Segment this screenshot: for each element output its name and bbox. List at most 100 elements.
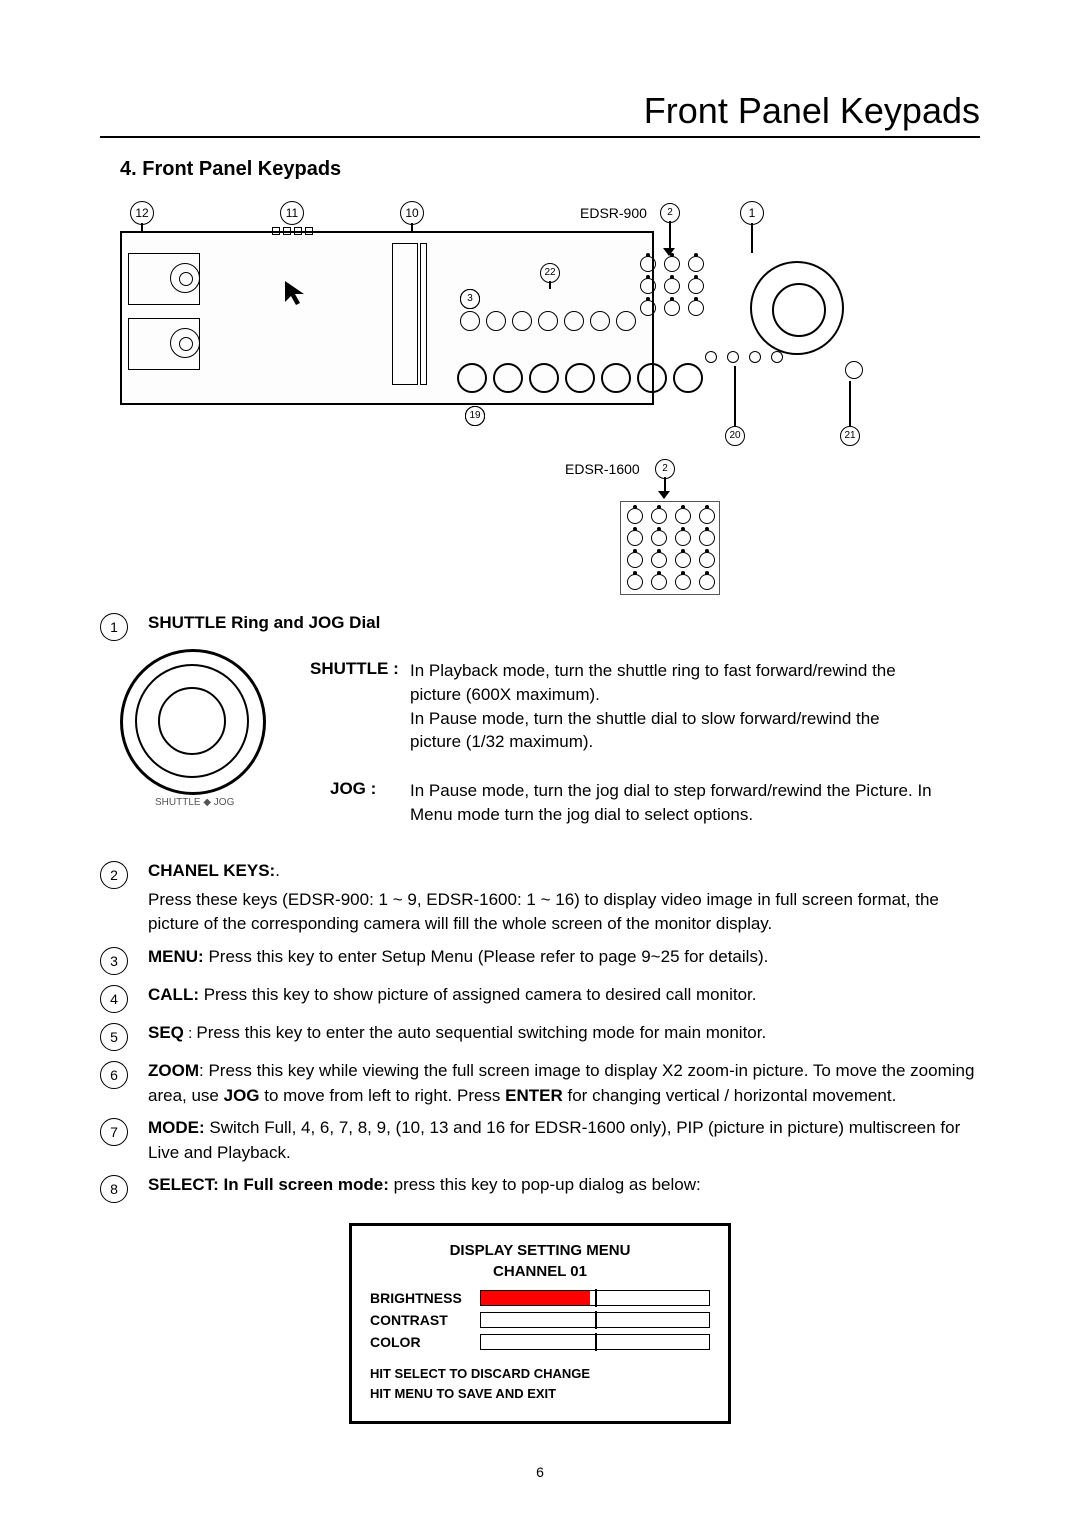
model-label-900: EDSR-900 (580, 205, 647, 221)
num-badge-1: 1 (100, 613, 128, 641)
page: Front Panel Keypads 4. Front Panel Keypa… (0, 0, 1080, 1520)
slider-row-color: COLOR (370, 1334, 710, 1350)
slider-label: COLOR (370, 1334, 480, 1350)
dialog-foot-1: HIT SELECT TO DISCARD CHANGE (370, 1364, 710, 1384)
section-heading: 4. Front Panel Keypads (120, 158, 980, 181)
callout-11: 11 (280, 201, 304, 225)
fn-btn (637, 363, 667, 393)
item-7-row: 7 MODE: Switch Full, 4, 6, 7, 8, 9, (10,… (100, 1116, 980, 1165)
led-grid-900 (640, 256, 702, 316)
jog-label: JOG : (330, 779, 376, 799)
item-2-tail: . (275, 861, 280, 880)
callout-12: 12 (130, 201, 154, 225)
item-2-head: CHANEL KEYS: (148, 861, 275, 880)
item-3-row: 3 MENU: Press this key to enter Setup Me… (100, 945, 980, 975)
item-8-body: press this key to pop-up dialog as below… (389, 1175, 701, 1194)
callout-line (751, 223, 753, 253)
hdd-knob-1 (170, 263, 200, 293)
top-connector-icon (272, 227, 313, 235)
shuttle-label: SHUTTLE : (310, 659, 399, 679)
callout-10: 10 (400, 201, 424, 225)
item-6-head: ZOOM (148, 1061, 199, 1080)
callout-line (849, 381, 851, 426)
callout-line (549, 281, 551, 289)
item-4-head: CALL: (148, 985, 199, 1004)
callout-21: 21 (840, 426, 860, 446)
mode-led-row (705, 351, 783, 363)
item-6-enter: ENTER (505, 1086, 563, 1105)
callout-2a: 2 (660, 203, 680, 223)
front-panel-diagram: 12 11 10 EDSR-900 2 1 22 9 8 7 6 (100, 201, 980, 601)
callout-20: 20 (725, 426, 745, 446)
item-4-row: 4 CALL: Press this key to show picture o… (100, 983, 980, 1013)
display-setting-dialog: DISPLAY SETTING MENU CHANNEL 01 BRIGHTNE… (349, 1223, 731, 1424)
item-6-jog: JOG (224, 1086, 260, 1105)
slider-track (480, 1290, 710, 1306)
num-badge-4: 4 (100, 985, 128, 1013)
item-4-body: Press this key to show picture of assign… (199, 985, 756, 1004)
item-5-colon: : (184, 1025, 197, 1042)
item-5-row: 5 SEQ : Press this key to enter the auto… (100, 1021, 980, 1051)
hdd-knob-2 (170, 328, 200, 358)
item-2-row: 2 CHANEL KEYS:. Press these keys (EDSR-9… (100, 859, 980, 937)
num-badge-2: 2 (100, 861, 128, 889)
dialog-title: DISPLAY SETTING MENU (370, 1242, 710, 1259)
cursor-icon (282, 278, 312, 308)
callout-22: 22 (540, 263, 560, 283)
led-grid-1600 (620, 501, 720, 595)
shuttle-caption: SHUTTLE ◆ JOG (155, 797, 234, 808)
item-6-body2: to move from left to right. Press (260, 1086, 506, 1105)
item-6-body3: for changing vertical / horizontal movem… (563, 1086, 897, 1105)
header-rule (100, 136, 980, 138)
callout-3: 3 (460, 289, 480, 309)
callout-line (411, 223, 413, 233)
item-8-head: SELECT: In Full screen mode: (148, 1175, 389, 1194)
model-label-1600: EDSR-1600 (565, 461, 640, 477)
item-6-row: 6 ZOOM: Press this key while viewing the… (100, 1059, 980, 1108)
item-2-body: Press these keys (EDSR-900: 1 ~ 9, EDSR-… (148, 888, 980, 937)
slider-track (480, 1312, 710, 1328)
drive-slot-edge (420, 243, 427, 385)
jog-dial-icon (750, 261, 844, 355)
item-5-body: Press this key to enter the auto sequent… (196, 1023, 766, 1042)
item-7-body: Switch Full, 4, 6, 7, 8, 9, (10, 13 and … (148, 1118, 960, 1162)
num-badge-8: 8 (100, 1175, 128, 1203)
callout-line (141, 223, 143, 233)
callout-19: 19 (465, 406, 485, 426)
item-7-head: MODE: (148, 1118, 205, 1137)
channel-button-row (460, 311, 636, 331)
slider-mark (595, 1333, 597, 1351)
function-button-row (457, 363, 703, 393)
dialog-subtitle: CHANNEL 01 (370, 1263, 710, 1280)
item-1-head: SHUTTLE Ring and JOG Dial (148, 613, 380, 632)
page-title: Front Panel Keypads (100, 90, 980, 132)
slider-label: BRIGHTNESS (370, 1290, 480, 1306)
slider-track (480, 1334, 710, 1350)
item-5-head: SEQ (148, 1023, 184, 1042)
shuttle-text: In Playback mode, turn the shuttle ring … (410, 659, 910, 754)
num-badge-7: 7 (100, 1118, 128, 1146)
slider-mark (595, 1311, 597, 1329)
fn-btn (529, 363, 559, 393)
page-number: 6 (100, 1464, 980, 1480)
fn-btn (673, 363, 703, 393)
callout-line (734, 366, 736, 426)
num-badge-3: 3 (100, 947, 128, 975)
drive-slot (392, 243, 418, 385)
shuttle-dial-figure (120, 649, 266, 795)
slider-fill (481, 1291, 590, 1305)
fn-btn (493, 363, 523, 393)
jog-text: In Pause mode, turn the jog dial to step… (410, 779, 970, 827)
callout-1: 1 (740, 201, 764, 225)
fn-btn (457, 363, 487, 393)
item-1-row: 1 SHUTTLE Ring and JOG Dial (100, 611, 980, 641)
fn-btn (565, 363, 595, 393)
dialog-footer: HIT SELECT TO DISCARD CHANGE HIT MENU TO… (370, 1364, 710, 1403)
fn-btn (601, 363, 631, 393)
num-badge-6: 6 (100, 1061, 128, 1089)
slider-mark (595, 1289, 597, 1307)
aux-button (845, 361, 863, 379)
dialog-foot-2: HIT MENU TO SAVE AND EXIT (370, 1384, 710, 1404)
callout-line (669, 221, 671, 251)
slider-label: CONTRAST (370, 1312, 480, 1328)
